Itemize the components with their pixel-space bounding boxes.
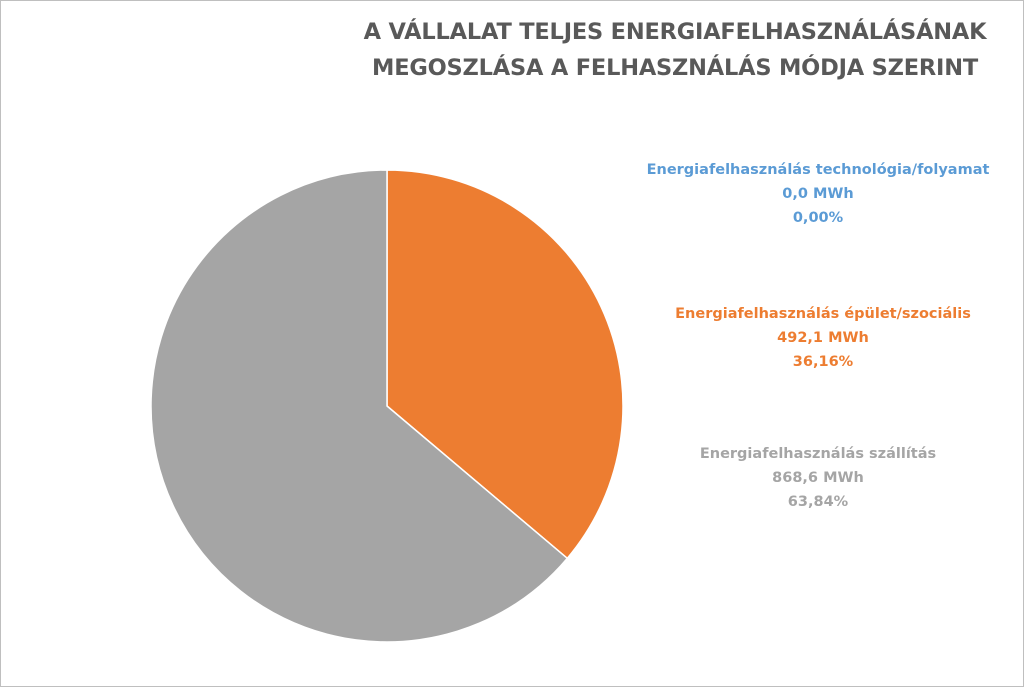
- data-label-building-percent: 36,16%: [792, 354, 854, 370]
- data-label-building-name: Energiafelhasználás épület/szociális: [675, 306, 971, 322]
- data-label-technology-name: Energiafelhasználás technológia/folyamat: [646, 162, 990, 178]
- chart-title-line-2: MEGOSZLÁSA A FELHASZNÁLÁS MÓDJA SZERINT: [372, 55, 978, 81]
- data-label-transport-percent: 63,84%: [787, 494, 849, 510]
- data-label-building: Energiafelhasználás épület/szociális 492…: [650, 302, 996, 374]
- data-label-technology-value: 0,0 MWh: [782, 186, 854, 202]
- data-label-technology: Energiafelhasználás technológia/folyamat…: [640, 158, 996, 230]
- data-label-building-value: 492,1 MWh: [777, 330, 869, 346]
- data-label-transport-name: Energiafelhasználás szállítás: [699, 446, 937, 462]
- data-label-transport: Energiafelhasználás szállítás 868,6 MWh …: [680, 442, 956, 514]
- pie-slice-transport: [150, 169, 569, 643]
- data-label-technology-percent: 0,00%: [792, 210, 844, 226]
- chart-title: A VÁLLALAT TELJES ENERGIAFELHASZNÁLÁSÁNA…: [330, 14, 1020, 86]
- chart-title-line-1: A VÁLLALAT TELJES ENERGIAFELHASZNÁLÁSÁNA…: [363, 19, 987, 45]
- pie-slice-building: [386, 169, 624, 560]
- data-label-transport-value: 868,6 MWh: [772, 470, 864, 486]
